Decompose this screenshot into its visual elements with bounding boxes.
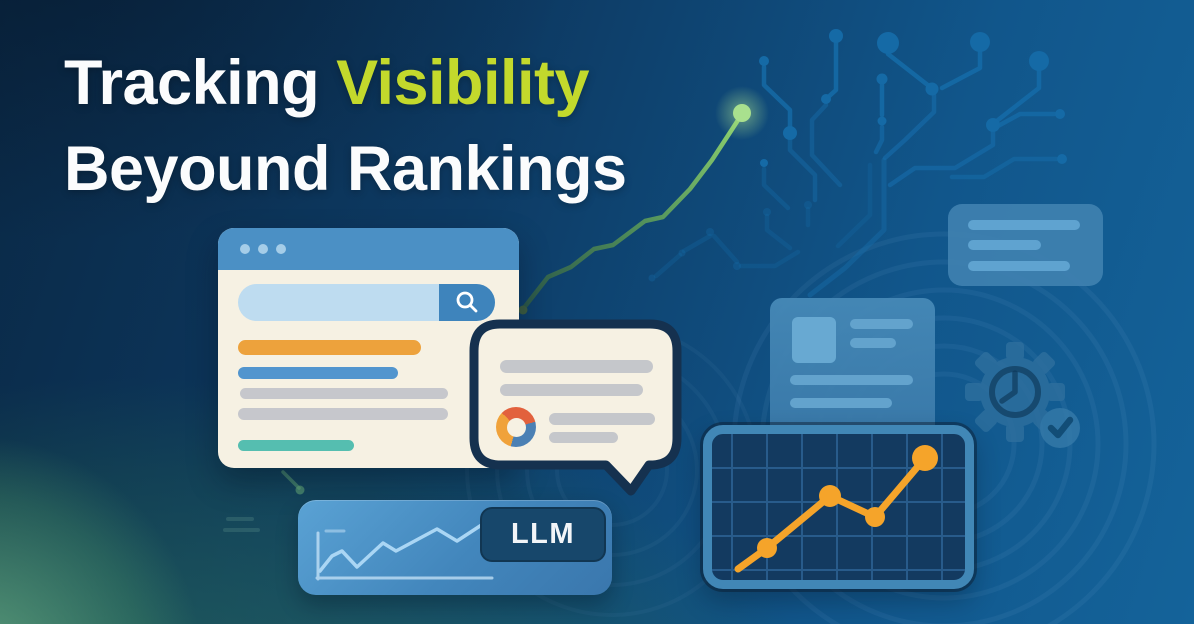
title-line-2: Beyound Rankings	[64, 134, 627, 204]
chat-text-placeholder	[500, 384, 643, 396]
circuit-nodes-icon	[648, 29, 1067, 282]
browser-window-illustration	[218, 228, 519, 468]
document-card-illustration	[770, 298, 935, 448]
result-line-footer	[238, 440, 354, 451]
trend-markers	[757, 445, 938, 558]
text-line-placeholder	[790, 398, 892, 408]
chat-text-placeholder	[500, 360, 653, 373]
clock-hands-icon	[999, 370, 1018, 404]
search-button	[439, 284, 495, 321]
search-bar-illustration	[238, 284, 495, 321]
growth-start-dot	[518, 305, 528, 315]
text-line-placeholder	[968, 261, 1070, 271]
window-control-dot	[258, 244, 268, 254]
sparkline-line	[318, 522, 485, 573]
growth-line-icon	[518, 86, 769, 315]
text-line-placeholder	[790, 375, 913, 385]
sparkline-axes	[315, 531, 494, 581]
banner-title: Tracking Visibility Beyound Rankings	[64, 40, 627, 212]
clock-face-icon	[989, 366, 1041, 418]
chat-text-placeholder	[549, 432, 618, 443]
title-prefix: Tracking	[64, 48, 337, 118]
result-line-text	[240, 388, 448, 399]
snippet-card-illustration	[948, 204, 1103, 286]
donut-hole	[506, 417, 526, 437]
green-circuit-accent-icon	[223, 470, 305, 532]
result-line-link	[238, 367, 398, 379]
llm-panel: LLM	[298, 500, 612, 595]
llm-badge: LLM	[480, 507, 606, 562]
gear-clock-icon	[965, 342, 1080, 448]
chat-bubble-outline	[469, 319, 682, 496]
text-line-placeholder	[850, 319, 913, 329]
analytics-chart-panel	[703, 425, 974, 589]
chat-bubble-illustration	[469, 319, 682, 496]
llm-sparkline-chart	[315, 522, 494, 581]
title-highlight: Visibility	[336, 48, 590, 118]
check-icon	[1047, 416, 1074, 439]
browser-titlebar	[218, 228, 519, 270]
title-line-1: Tracking Visibility	[64, 40, 627, 126]
thumbnail-placeholder	[792, 317, 836, 363]
search-icon	[456, 291, 478, 313]
llm-badge-label: LLM	[510, 518, 576, 550]
donut-chart	[496, 407, 536, 447]
text-line-placeholder	[968, 240, 1041, 250]
result-line-highlight	[238, 340, 421, 355]
chat-text-placeholder	[549, 413, 655, 425]
trend-chart	[712, 434, 965, 580]
text-line-placeholder	[968, 220, 1080, 230]
result-line-text	[238, 408, 448, 420]
text-line-placeholder	[850, 338, 896, 348]
window-control-dot	[276, 244, 286, 254]
growth-end-dot	[733, 104, 751, 122]
window-control-dot	[240, 244, 250, 254]
